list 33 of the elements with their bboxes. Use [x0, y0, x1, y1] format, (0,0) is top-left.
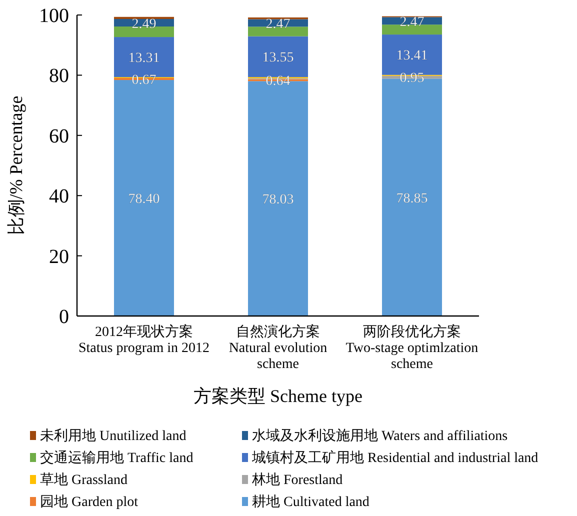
- data-label: 13.31: [128, 51, 160, 66]
- legend-label: 水域及水利设施用地 Waters and affiliations: [252, 428, 508, 444]
- data-label: 13.41: [396, 48, 428, 64]
- x-axis-title: 方案类型 Scheme type: [194, 386, 362, 406]
- y-tick-label: 60: [49, 125, 69, 148]
- data-label: 78.40: [128, 192, 160, 208]
- data-label: 13.55: [262, 50, 294, 66]
- legend-label: 耕地 Cultivated land: [252, 494, 370, 510]
- data-label: 2.49: [132, 16, 156, 32]
- bar: [248, 36, 308, 78]
- x-tick-label: 两阶段优化方案 Two-stage optimlzation scheme: [346, 323, 478, 372]
- y-tick-label: 100: [39, 5, 69, 27]
- y-tick-label: 80: [49, 65, 69, 88]
- legend-label: 园地 Garden plot: [40, 494, 138, 510]
- bar: [248, 26, 308, 36]
- data-label: 2.47: [400, 14, 424, 30]
- data-label: 2.47: [266, 16, 290, 32]
- y-axis-title: 比例/% Percentage: [6, 96, 26, 236]
- legend-label: 交通运输用地 Traffic land: [40, 450, 194, 466]
- legend-label: 未利用地 Unutilized land: [40, 428, 186, 444]
- y-tick-label: 20: [49, 246, 69, 268]
- data-label: 78.03: [262, 192, 294, 208]
- y-tick-label: 0: [59, 306, 69, 328]
- data-label: 78.85: [396, 191, 428, 206]
- legend-label: 草地 Grassland: [40, 472, 128, 488]
- bar: [382, 24, 442, 35]
- y-tick-label: 40: [49, 186, 69, 208]
- x-tick-label: 2012年现状方案 Status program in 2012: [78, 323, 210, 356]
- x-tick-label: 自然演化方案 Natural evolution scheme: [228, 323, 328, 372]
- bar: [114, 26, 174, 38]
- legend-label: 城镇村及工矿用地 Residential and industrial land: [251, 450, 538, 466]
- bar: [114, 16, 174, 20]
- legend-label: 林地 Forestland: [251, 472, 343, 488]
